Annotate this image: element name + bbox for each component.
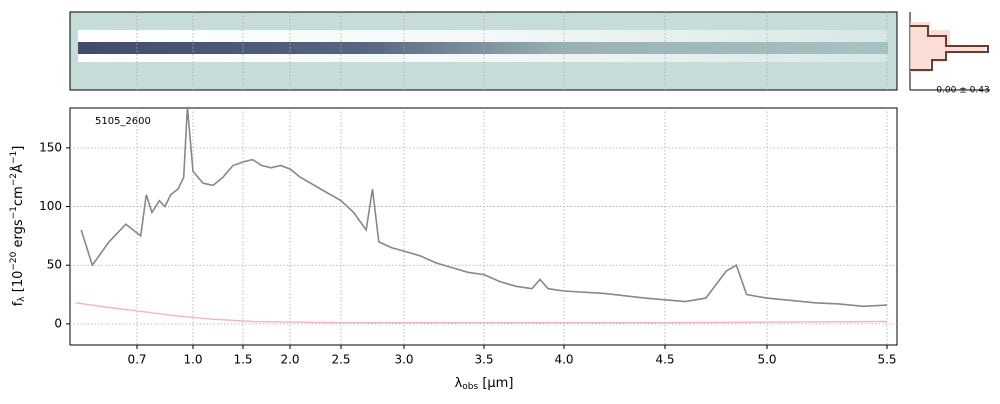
x-tick-label: 5.0 <box>757 353 776 367</box>
x-tick-label: 2.0 <box>280 353 299 367</box>
y-label-part: λ <box>17 296 27 302</box>
x-label-part: λ <box>455 376 463 391</box>
y-label-part: [10 <box>11 271 26 297</box>
x-tick-label: 4.0 <box>554 353 573 367</box>
annotation: 5105_2600 <box>95 116 151 127</box>
x-tick-label: 2.5 <box>331 353 350 367</box>
y-label-part: ergs <box>11 219 26 251</box>
y-tick-label: 100 <box>39 199 62 213</box>
y-tick-label: 50 <box>47 258 62 272</box>
x-tick-label: 1.5 <box>233 353 252 367</box>
y-axis-label: fλ [10−20 ergs−1cm−2Å−1] <box>9 146 27 307</box>
spectrum-2d <box>69 11 898 91</box>
y-tick-label: 150 <box>39 140 62 154</box>
plot-frame <box>69 107 898 346</box>
x-label-part: obs <box>462 382 478 392</box>
y-label-part: −20 <box>9 251 19 270</box>
x-tick-label: 1.0 <box>183 353 202 367</box>
y-label-part: cm <box>11 186 26 206</box>
side-panel: 0.00 ± 0.43 <box>909 12 990 96</box>
x-tick-label: 4.5 <box>655 353 674 367</box>
y-label-part: −1 <box>9 151 19 164</box>
spectrum-line <box>80 106 888 308</box>
y-label-part: Å <box>10 164 26 173</box>
side-label: 0.00 ± 0.43 <box>936 86 989 96</box>
x-tick-label: 0.7 <box>127 353 146 367</box>
x-tick-label: 3.5 <box>474 353 493 367</box>
y-tick-label: 0 <box>54 316 62 330</box>
y-label-part: −2 <box>9 173 19 186</box>
y-label-part: f <box>11 301 26 306</box>
x-axis-label: λobs [µm] <box>455 376 514 392</box>
x-label-part: [µm] <box>478 376 513 391</box>
y-label-part: ] <box>11 146 26 151</box>
spectrum-line <box>75 302 888 324</box>
x-tick-label: 3.0 <box>394 353 413 367</box>
y-label-part: −1 <box>9 206 19 219</box>
x-tick-label: 5.5 <box>877 353 896 367</box>
